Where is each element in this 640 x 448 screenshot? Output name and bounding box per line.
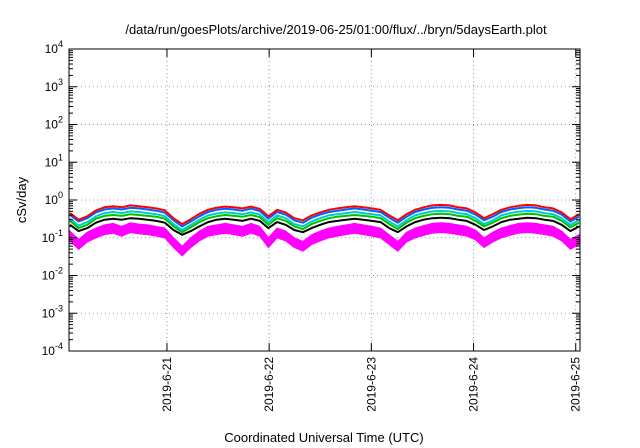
series-line-3: [69, 210, 580, 231]
y-tick-label: 102: [45, 115, 63, 132]
chart-title: /data/run/goesPlots/archive/2019-06-25/0…: [125, 22, 547, 37]
y-tick-label: 101: [45, 152, 63, 169]
series-line-4: [69, 206, 580, 228]
x-tick-label: 2019-6-22: [262, 357, 276, 412]
y-axis-label: cSv/day: [14, 176, 29, 223]
series-layer: [69, 203, 580, 257]
x-axis: 2019-6-21 2019-6-22 2019-6-23 2019-6-24 2019…: [160, 49, 583, 412]
series-line-2: [69, 212, 580, 234]
x-tick-label: 2019-6-21: [160, 357, 174, 412]
x-tick-label: 2019-6-24: [467, 357, 481, 412]
y-tick-label: 10-4: [42, 341, 63, 358]
series-line-5: [69, 203, 580, 226]
y-tick-label: 103: [45, 77, 63, 94]
x-tick-label: 2019-6-23: [364, 357, 378, 412]
x-axis-label: Coordinated Universal Time (UTC): [224, 430, 423, 445]
x-tick-label: 2019-6-25: [569, 357, 583, 412]
y-tick-label: 10-1: [42, 228, 63, 245]
y-axis: 10-4 10-3 10-2 10-1 100 101 102 103 104: [42, 39, 580, 358]
grid: [69, 49, 580, 351]
y-tick-label: 100: [45, 190, 63, 207]
y-tick-label: 10-2: [42, 266, 63, 283]
y-tick-label: 104: [45, 39, 63, 56]
y-tick-label: 10-3: [42, 303, 63, 320]
series-band-0: [69, 222, 580, 257]
series-line-1: [69, 216, 580, 236]
